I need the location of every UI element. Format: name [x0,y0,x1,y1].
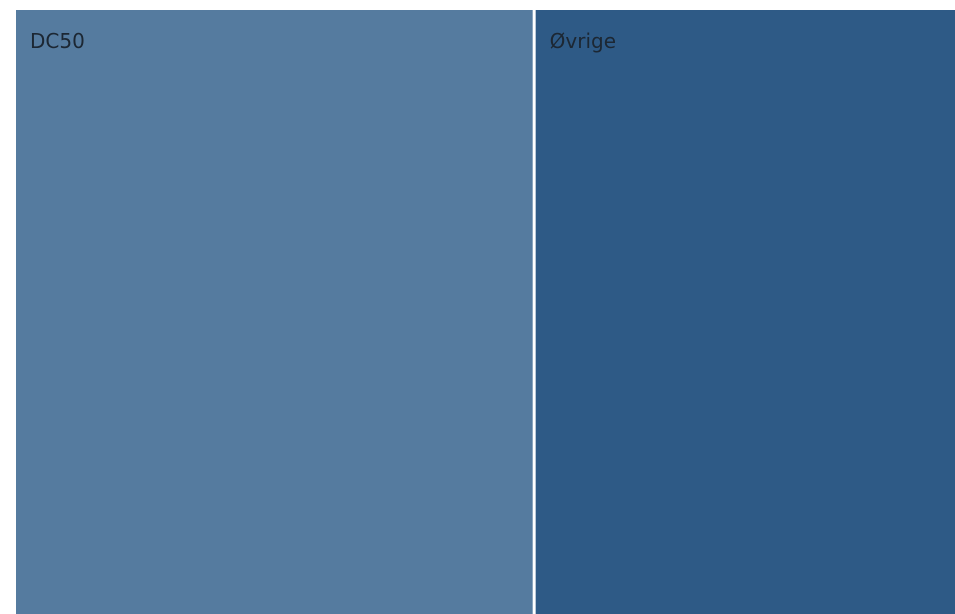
treemap-tile-vrige[interactable] [535,10,955,614]
treemap-tile-label: DC50 [30,29,85,53]
treemap-tile-label: Øvrige [550,29,616,53]
treemap-tile-dc50[interactable] [16,10,533,614]
